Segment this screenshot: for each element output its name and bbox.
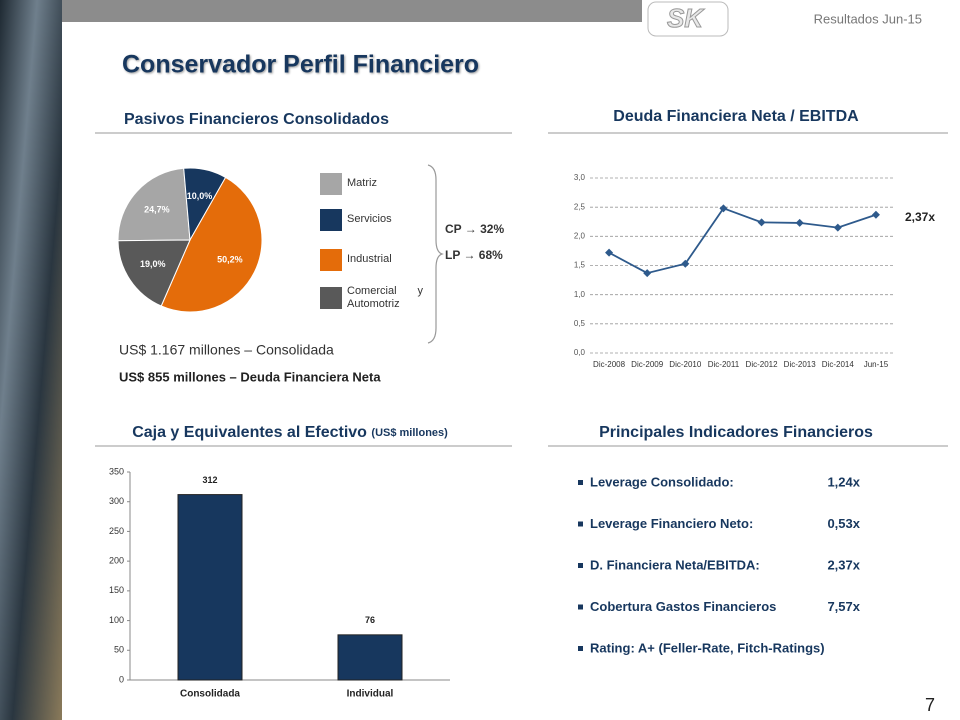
debt-total: US$ 1.167 millones – Consolidada <box>119 342 334 358</box>
value-label: 76 <box>365 615 375 625</box>
y-tick-label: 350 <box>109 466 124 476</box>
legend-swatch <box>320 173 342 195</box>
logo: SK <box>667 3 705 33</box>
x-tick-label: Consolidada <box>180 689 240 700</box>
bullet <box>578 563 583 568</box>
page-number: 7 <box>925 695 935 715</box>
pie-slice <box>117 239 191 307</box>
point <box>605 248 614 257</box>
point <box>871 210 880 219</box>
indicator-label: Rating: A+ (Feller-Rate, Fitch-Ratings) <box>590 640 825 655</box>
x-tick-label: Dic-2010 <box>669 360 702 369</box>
section-title: Deuda Financiera Neta / EBITDA <box>613 108 859 125</box>
y-tick-label: 250 <box>109 526 124 536</box>
x-tick-label: Jun-15 <box>864 360 889 369</box>
indicator-value: 7,57x <box>827 599 860 614</box>
point <box>757 218 766 227</box>
y-tick-label: 0,0 <box>574 348 586 357</box>
x-tick-label: Dic-2014 <box>822 360 855 369</box>
term-split: LP → 68% <box>445 248 503 262</box>
y-tick-label: 2,0 <box>574 231 586 240</box>
section-title: Pasivos Financieros Consolidados <box>124 111 389 128</box>
x-tick-label: Dic-2009 <box>631 360 664 369</box>
bar <box>177 494 243 681</box>
x-tick-label: Dic-2008 <box>593 360 626 369</box>
legend-label: Matriz <box>347 177 377 189</box>
legend-label: Industrial <box>347 253 392 265</box>
bullet <box>578 646 583 651</box>
legend-label: Comercial y Automotriz <box>347 285 423 310</box>
top-bar <box>62 0 642 22</box>
slice-label: 50,2% <box>217 254 243 264</box>
y-tick-label: 50 <box>114 645 124 655</box>
pie-slice <box>160 176 263 313</box>
pie-slice <box>117 167 191 242</box>
bar <box>337 634 403 681</box>
title-unit: (US$ millones) <box>371 427 448 439</box>
term-split: CP → 32% <box>445 222 504 236</box>
point <box>795 218 804 227</box>
net-debt: US$ 855 millones – Deuda Financiera Neta <box>119 369 381 384</box>
slice-label: 19,0% <box>140 259 166 269</box>
legend-label: Servicios <box>347 213 392 225</box>
point <box>719 204 728 213</box>
y-tick-label: 100 <box>109 615 124 625</box>
legend-swatch <box>320 249 342 271</box>
y-tick-label: 300 <box>109 496 124 506</box>
y-tick-label: 3,0 <box>574 173 586 182</box>
brace <box>427 164 444 344</box>
indicator-value: 1,24x <box>827 474 860 489</box>
point <box>681 259 690 268</box>
annotation: 2,37x <box>905 210 935 224</box>
y-tick-label: 150 <box>109 585 124 595</box>
indicator-label: D. Financiera Neta/EBITDA: <box>590 557 760 572</box>
line <box>608 207 877 275</box>
y-tick-label: 0 <box>119 674 124 684</box>
indicator-label: Cobertura Gastos Financieros <box>590 599 776 614</box>
subtitle: Resultados Jun-15 <box>814 11 922 26</box>
section-title: Principales Indicadores Financieros <box>599 424 873 441</box>
section-title: Caja y Equivalentes al Efectivo (US$ mil… <box>132 424 448 441</box>
point <box>833 223 842 232</box>
slice-label: 10,0% <box>187 191 213 201</box>
slice-label: 24,7% <box>144 204 170 214</box>
y-tick-label: 2,5 <box>574 202 586 211</box>
bullet <box>578 480 583 485</box>
indicator-value: 2,37x <box>827 557 860 572</box>
bullet <box>578 604 583 610</box>
indicator-label: Leverage Consolidado: <box>590 474 734 489</box>
y-tick-label: 200 <box>109 556 124 566</box>
legend-swatch <box>320 209 342 231</box>
y-tick-label: 0,5 <box>574 319 586 328</box>
slide-title: Conservador Perfil Financiero <box>122 51 479 79</box>
x-tick-label: Dic-2012 <box>746 360 779 369</box>
point <box>643 269 652 278</box>
legend-swatch <box>320 287 342 309</box>
x-tick-label: Dic-2013 <box>784 360 817 369</box>
y-tick-label: 1,5 <box>574 261 586 270</box>
y-tick-label: 1,0 <box>574 290 586 299</box>
x-tick-label: Dic-2011 <box>708 360 740 369</box>
title-main: Caja y Equivalentes al Efectivo <box>132 424 367 441</box>
side-photo <box>0 0 62 720</box>
indicator-label: Leverage Financiero Neto: <box>590 516 753 531</box>
indicator-value: 0,53x <box>827 516 860 531</box>
logo-box <box>647 1 729 37</box>
value-label: 312 <box>202 475 217 485</box>
x-tick-label: Individual <box>347 689 394 700</box>
bullet <box>578 521 583 527</box>
